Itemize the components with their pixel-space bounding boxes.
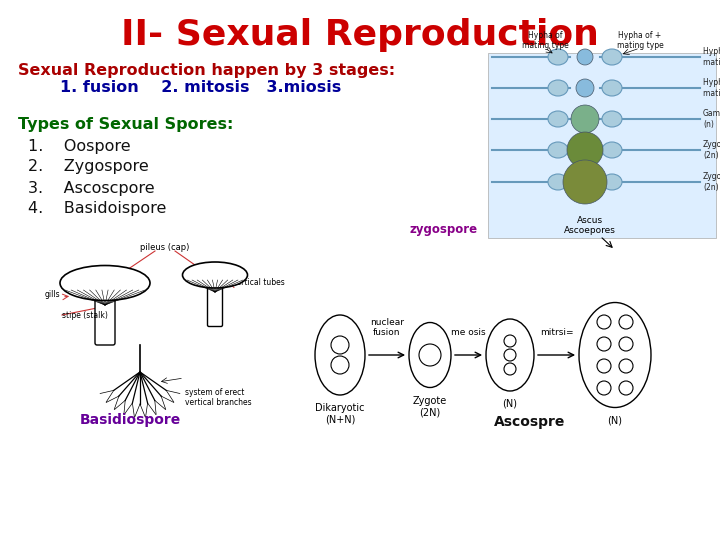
- FancyBboxPatch shape: [207, 279, 222, 327]
- Text: 2.    Zygospore: 2. Zygospore: [28, 159, 149, 174]
- Text: II- Sexual Reproduction: II- Sexual Reproduction: [121, 18, 599, 52]
- Text: (N): (N): [503, 399, 518, 409]
- Circle shape: [567, 132, 603, 168]
- Text: stipe (stalk): stipe (stalk): [62, 311, 108, 320]
- Text: Gametangia
(n): Gametangia (n): [703, 109, 720, 129]
- Ellipse shape: [602, 174, 622, 190]
- Circle shape: [504, 335, 516, 347]
- Circle shape: [331, 336, 349, 354]
- FancyBboxPatch shape: [95, 286, 115, 345]
- Circle shape: [419, 344, 441, 366]
- Text: vertical tubes: vertical tubes: [232, 278, 284, 287]
- Text: Zygote
(2n): Zygote (2n): [703, 140, 720, 160]
- Bar: [488, 53, 716, 238]
- Ellipse shape: [409, 322, 451, 388]
- Text: Zygote
(2N): Zygote (2N): [413, 395, 447, 417]
- Ellipse shape: [486, 319, 534, 391]
- Ellipse shape: [548, 174, 568, 190]
- Ellipse shape: [548, 111, 568, 127]
- Text: Hypha of +
mating type: Hypha of + mating type: [703, 78, 720, 98]
- Circle shape: [577, 49, 593, 65]
- Text: Hypha of
mating type: Hypha of mating type: [703, 48, 720, 67]
- Circle shape: [571, 105, 599, 133]
- Text: Basidiospore: Basidiospore: [79, 413, 181, 427]
- Circle shape: [597, 359, 611, 373]
- Ellipse shape: [60, 266, 150, 300]
- Text: Ascus
Ascoepores: Ascus Ascoepores: [564, 215, 616, 235]
- Circle shape: [563, 160, 607, 204]
- Ellipse shape: [548, 49, 568, 65]
- Circle shape: [619, 359, 633, 373]
- Ellipse shape: [315, 315, 365, 395]
- Text: Hypha of
mating type: Hypha of mating type: [521, 31, 568, 50]
- Text: Ascospre: Ascospre: [495, 415, 566, 429]
- Text: 4.    Basidoispore: 4. Basidoispore: [28, 201, 166, 217]
- Text: 3.    Ascoscpore: 3. Ascoscpore: [28, 180, 155, 195]
- Text: Zygospore
(2n): Zygospore (2n): [703, 172, 720, 192]
- Text: nuclear
fusion: nuclear fusion: [370, 318, 404, 337]
- Text: Sexual Reproduction happen by 3 stages:: Sexual Reproduction happen by 3 stages:: [18, 63, 395, 78]
- Circle shape: [597, 337, 611, 351]
- Text: (N): (N): [608, 415, 623, 426]
- Text: me osis: me osis: [451, 328, 486, 337]
- Text: Dikaryotic
(N+N): Dikaryotic (N+N): [315, 403, 365, 424]
- Text: 1. fusion    2. mitosis   3.miosis: 1. fusion 2. mitosis 3.miosis: [60, 80, 341, 96]
- Text: zygospore: zygospore: [410, 224, 478, 237]
- Circle shape: [597, 381, 611, 395]
- Ellipse shape: [548, 80, 568, 96]
- Circle shape: [619, 381, 633, 395]
- Ellipse shape: [602, 49, 622, 65]
- Circle shape: [504, 349, 516, 361]
- Ellipse shape: [548, 142, 568, 158]
- Ellipse shape: [602, 111, 622, 127]
- Text: gills: gills: [45, 290, 60, 299]
- Ellipse shape: [579, 302, 651, 408]
- Text: Hypha of +
mating type: Hypha of + mating type: [616, 31, 663, 50]
- Circle shape: [619, 337, 633, 351]
- Circle shape: [576, 79, 594, 97]
- Circle shape: [597, 315, 611, 329]
- Ellipse shape: [602, 142, 622, 158]
- Text: mitrsi=: mitrsi=: [540, 328, 573, 337]
- Text: pileus (cap): pileus (cap): [140, 243, 189, 252]
- Ellipse shape: [182, 262, 248, 288]
- Ellipse shape: [602, 80, 622, 96]
- Text: Types of Sexual Spores:: Types of Sexual Spores:: [18, 118, 233, 132]
- Circle shape: [331, 356, 349, 374]
- Text: 1.    Oospore: 1. Oospore: [28, 138, 130, 153]
- Circle shape: [619, 315, 633, 329]
- Text: system of erect
vertical branches: system of erect vertical branches: [185, 388, 251, 407]
- Circle shape: [504, 363, 516, 375]
